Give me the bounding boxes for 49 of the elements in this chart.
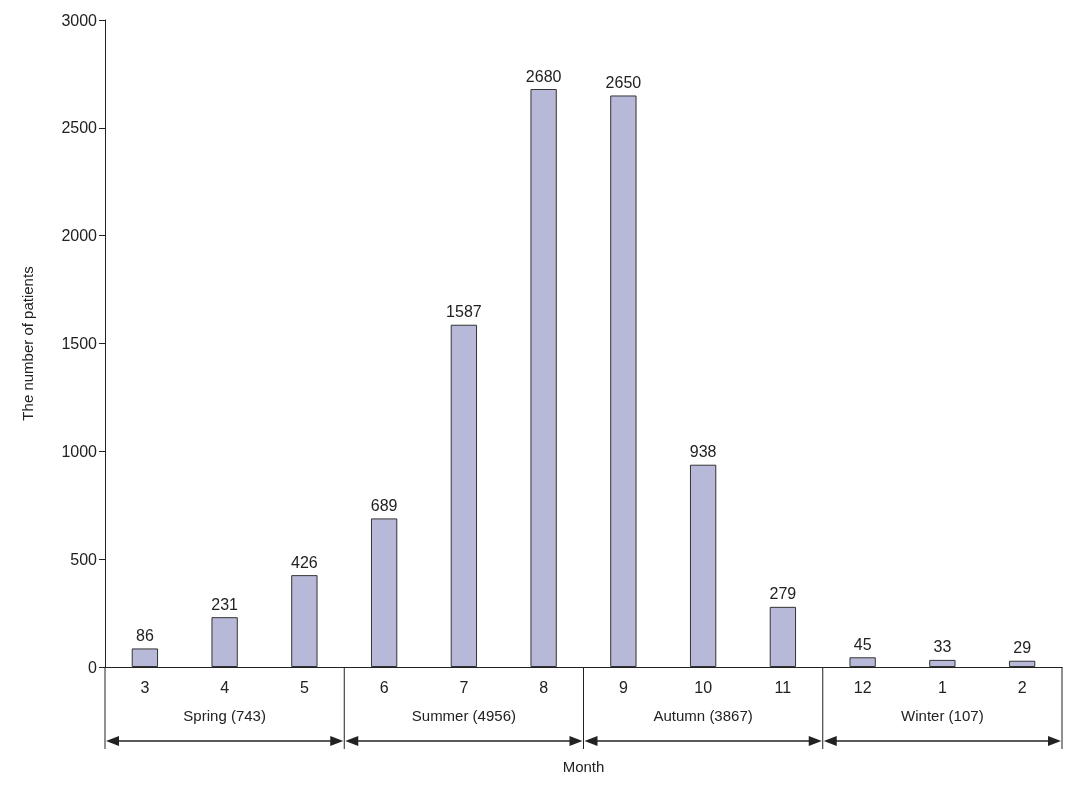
- text: Summer (4956): [411, 706, 516, 724]
- x-tick-label: 11: [774, 678, 792, 696]
- bar: [370, 518, 398, 667]
- data-label: 1587: [446, 303, 482, 321]
- x-tick-label: 9: [618, 678, 628, 696]
- y-tick-label: 2500: [61, 119, 98, 137]
- data-label: 231: [211, 595, 239, 613]
- bar: [211, 617, 238, 667]
- y-tick-label: 0: [88, 658, 98, 676]
- bar: [291, 575, 318, 667]
- text: Winter (107): [901, 706, 984, 724]
- bar: [769, 606, 797, 667]
- bar: [450, 324, 478, 667]
- y-tick-label: 1000: [61, 442, 98, 460]
- x-tick-label: 7: [459, 678, 469, 696]
- x-tick-label: 3: [140, 678, 150, 696]
- x-tick-label: 12: [853, 678, 872, 696]
- x-tick-label: 1: [937, 678, 947, 696]
- bar: [689, 464, 717, 667]
- data-label: 279: [769, 585, 797, 603]
- text: Autumn (3867): [653, 706, 753, 724]
- data-label: 2680: [525, 67, 562, 85]
- bar: [849, 657, 876, 667]
- bar: [131, 648, 159, 667]
- x-tick-label: 4: [220, 678, 230, 696]
- bar: [1008, 660, 1036, 667]
- y-tick-label: 2000: [61, 227, 98, 245]
- bar: [929, 659, 956, 667]
- x-tick-label: 8: [539, 678, 549, 696]
- data-label: 2650: [605, 73, 642, 91]
- x-tick-label: 10: [694, 678, 713, 696]
- text: Spring (743): [183, 706, 266, 724]
- x-tick-label: 6: [379, 678, 389, 696]
- data-label: 45: [853, 635, 872, 653]
- data-label: 426: [291, 553, 318, 571]
- data-label: 29: [1013, 639, 1032, 657]
- x-tick-label: 5: [299, 678, 309, 696]
- x-axis-title: Month: [562, 758, 605, 775]
- y-tick-label: 1500: [61, 335, 98, 352]
- bar: [610, 95, 637, 667]
- bar: [530, 89, 557, 667]
- y-axis-title: The number of patients: [19, 266, 36, 421]
- data-label: 33: [933, 638, 952, 656]
- x-tick-label: 2: [1017, 678, 1027, 696]
- data-label: 689: [370, 496, 398, 514]
- data-label: 86: [135, 626, 154, 644]
- y-tick-label: 3000: [61, 11, 98, 29]
- data-label: 938: [689, 443, 717, 461]
- y-tick-label: 500: [70, 550, 98, 568]
